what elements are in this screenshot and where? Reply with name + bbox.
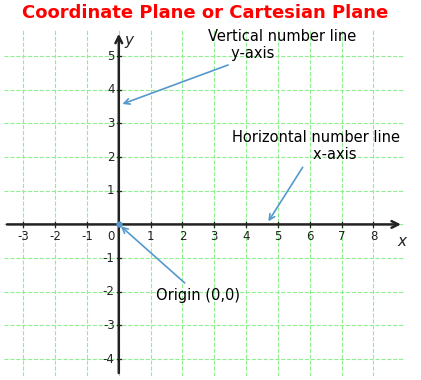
Text: 1: 1 xyxy=(107,184,115,197)
Text: y: y xyxy=(125,33,133,48)
Text: Vertical number line
     y-axis: Vertical number line y-axis xyxy=(124,29,356,104)
Text: 3: 3 xyxy=(210,231,218,244)
Text: -2: -2 xyxy=(103,285,115,298)
Text: 0: 0 xyxy=(107,231,115,244)
Text: -3: -3 xyxy=(103,319,115,332)
Text: x: x xyxy=(398,234,407,249)
Text: 2: 2 xyxy=(107,150,115,164)
Text: Origin (0,0): Origin (0,0) xyxy=(122,228,240,302)
Text: -1: -1 xyxy=(103,252,115,264)
Text: 8: 8 xyxy=(370,231,377,244)
Text: -4: -4 xyxy=(103,353,115,366)
Text: 5: 5 xyxy=(274,231,282,244)
Text: -2: -2 xyxy=(49,231,61,244)
Text: 1: 1 xyxy=(147,231,155,244)
Text: 4: 4 xyxy=(242,231,250,244)
Text: 5: 5 xyxy=(107,50,115,63)
Text: 6: 6 xyxy=(306,231,314,244)
Text: -3: -3 xyxy=(17,231,29,244)
Text: 4: 4 xyxy=(107,83,115,97)
Text: 2: 2 xyxy=(179,231,186,244)
Text: Horizontal number line
        x-axis: Horizontal number line x-axis xyxy=(232,130,400,220)
Text: -1: -1 xyxy=(81,231,93,244)
Text: 7: 7 xyxy=(338,231,345,244)
Title: Coordinate Plane or Cartesian Plane: Coordinate Plane or Cartesian Plane xyxy=(21,4,388,22)
Text: 3: 3 xyxy=(107,117,115,130)
